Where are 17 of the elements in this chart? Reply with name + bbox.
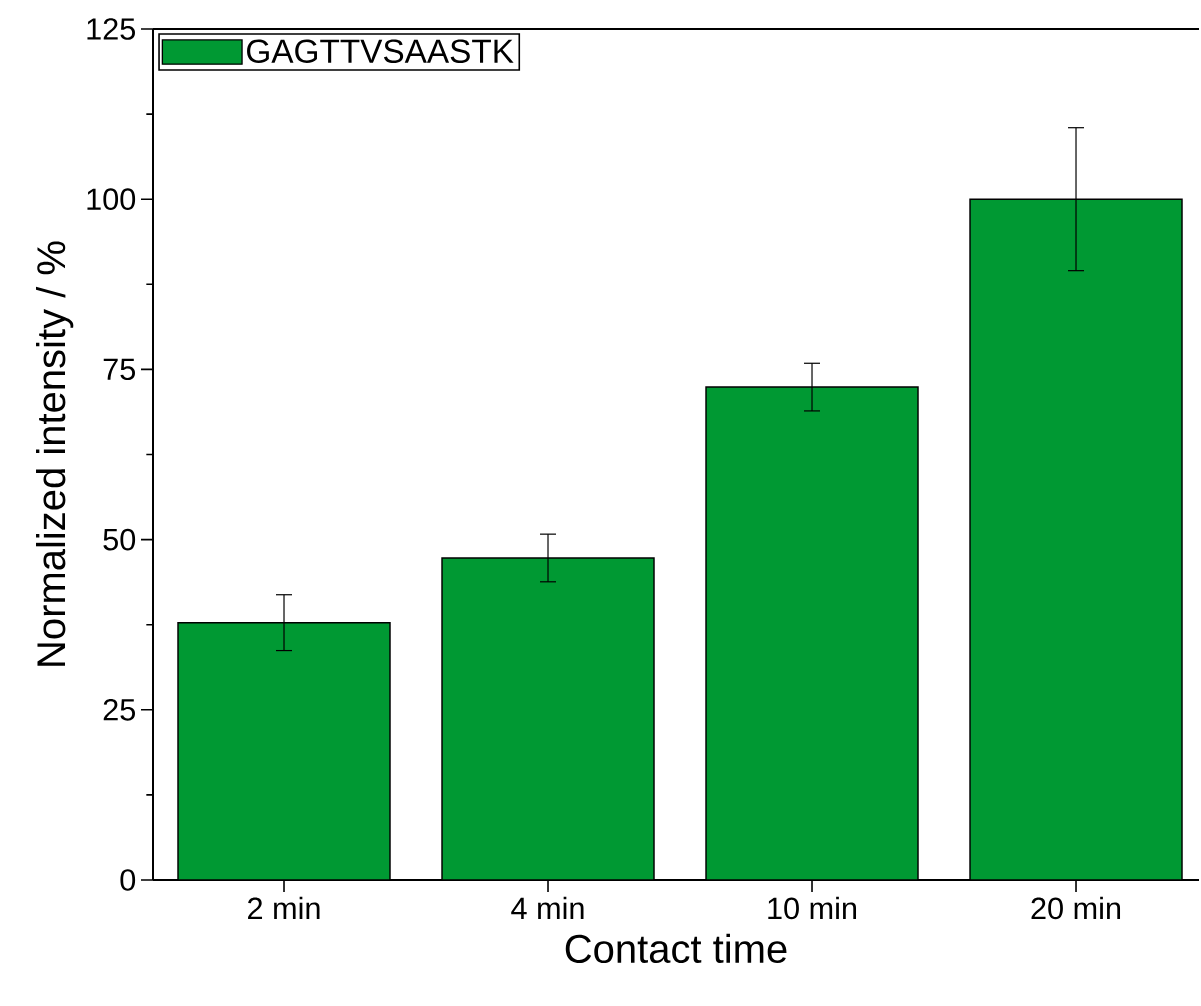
y-tick-label: 125: [87, 18, 135, 40]
bar: [178, 622, 391, 880]
x-axis-title: Contact time: [565, 933, 787, 964]
bar: [442, 557, 655, 880]
bar: [706, 387, 919, 880]
legend-label: GAGTTVSAASTK: [247, 39, 514, 63]
y-tick-label: 0: [120, 869, 136, 891]
y-tick-label: 75: [103, 358, 135, 381]
x-tick-label: 20 min: [1031, 896, 1121, 920]
y-tick-label: 100: [87, 188, 136, 211]
y-tick-label: 25: [103, 698, 135, 721]
x-tick-label: 10 min: [768, 896, 857, 920]
y-axis-title: Normalized intensity / %: [36, 241, 74, 666]
y-tick-label: 50: [103, 528, 136, 551]
bar: [969, 198, 1183, 880]
x-tick-label: 2 min: [248, 896, 320, 919]
x-tick-label: 4 min: [511, 896, 584, 919]
